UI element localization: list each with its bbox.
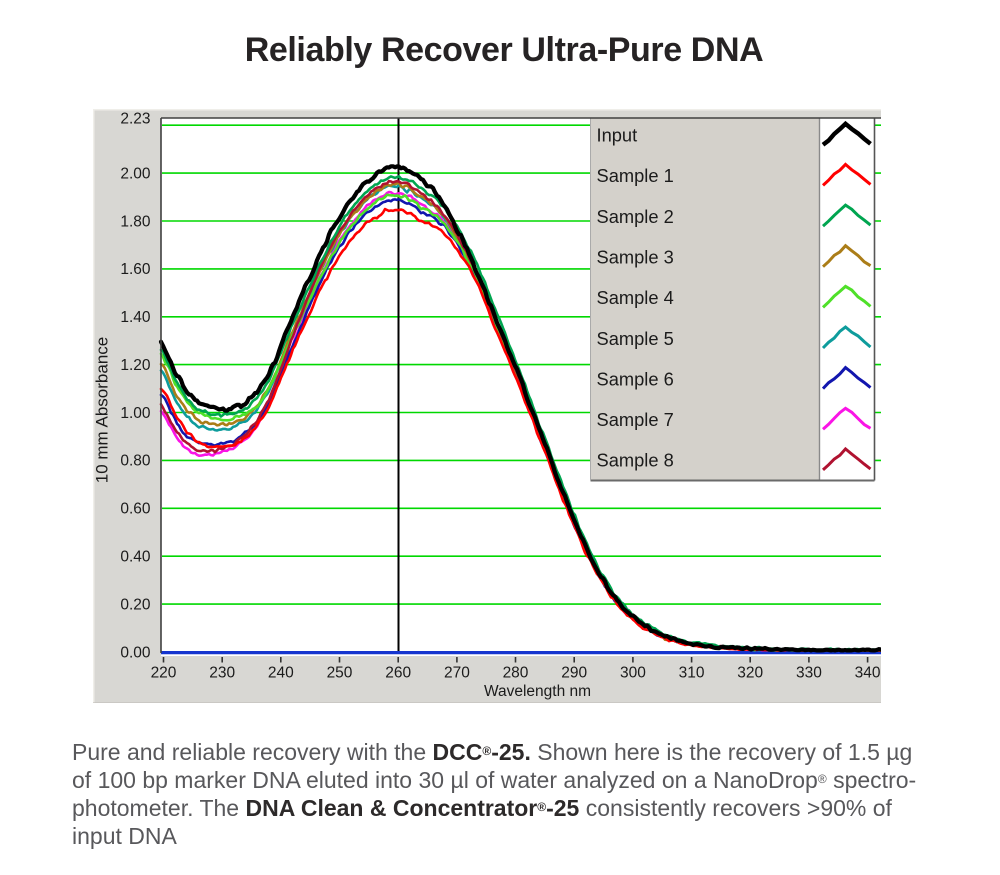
svg-text:0.60: 0.60: [120, 501, 151, 518]
svg-text:Sample 1: Sample 1: [597, 165, 674, 186]
svg-text:Sample 4: Sample 4: [597, 287, 674, 308]
svg-text:1.60: 1.60: [120, 261, 151, 278]
svg-text:0.80: 0.80: [120, 453, 151, 470]
svg-text:2.00: 2.00: [120, 165, 151, 182]
svg-text:Sample 6: Sample 6: [597, 368, 674, 389]
svg-text:Wavelength nm: Wavelength nm: [484, 683, 591, 700]
svg-text:Sample 3: Sample 3: [597, 247, 674, 268]
svg-text:10 mm Absorbance: 10 mm Absorbance: [93, 337, 112, 483]
svg-text:320: 320: [737, 665, 763, 682]
svg-text:Input: Input: [597, 125, 638, 146]
svg-text:0.40: 0.40: [120, 549, 151, 566]
svg-text:240: 240: [268, 665, 294, 682]
svg-text:1.00: 1.00: [120, 405, 151, 422]
svg-text:290: 290: [561, 665, 587, 682]
svg-text:340: 340: [855, 665, 881, 682]
svg-text:1.20: 1.20: [120, 357, 151, 374]
svg-text:310: 310: [679, 665, 705, 682]
svg-text:330: 330: [796, 665, 822, 682]
svg-text:260: 260: [385, 665, 411, 682]
svg-text:230: 230: [209, 665, 235, 682]
svg-text:270: 270: [444, 665, 470, 682]
svg-text:1.40: 1.40: [120, 309, 151, 326]
svg-text:Sample 5: Sample 5: [597, 328, 674, 349]
svg-text:Sample 7: Sample 7: [597, 409, 674, 430]
svg-text:280: 280: [503, 665, 529, 682]
svg-text:0.00: 0.00: [120, 644, 151, 661]
svg-text:Sample 8: Sample 8: [597, 450, 674, 471]
svg-text:220: 220: [151, 665, 177, 682]
svg-text:0.20: 0.20: [120, 596, 151, 613]
svg-text:250: 250: [327, 665, 353, 682]
svg-text:300: 300: [620, 665, 646, 682]
svg-text:2.23: 2.23: [120, 110, 150, 127]
svg-text:1.80: 1.80: [120, 213, 151, 230]
svg-text:Sample 2: Sample 2: [597, 206, 674, 227]
